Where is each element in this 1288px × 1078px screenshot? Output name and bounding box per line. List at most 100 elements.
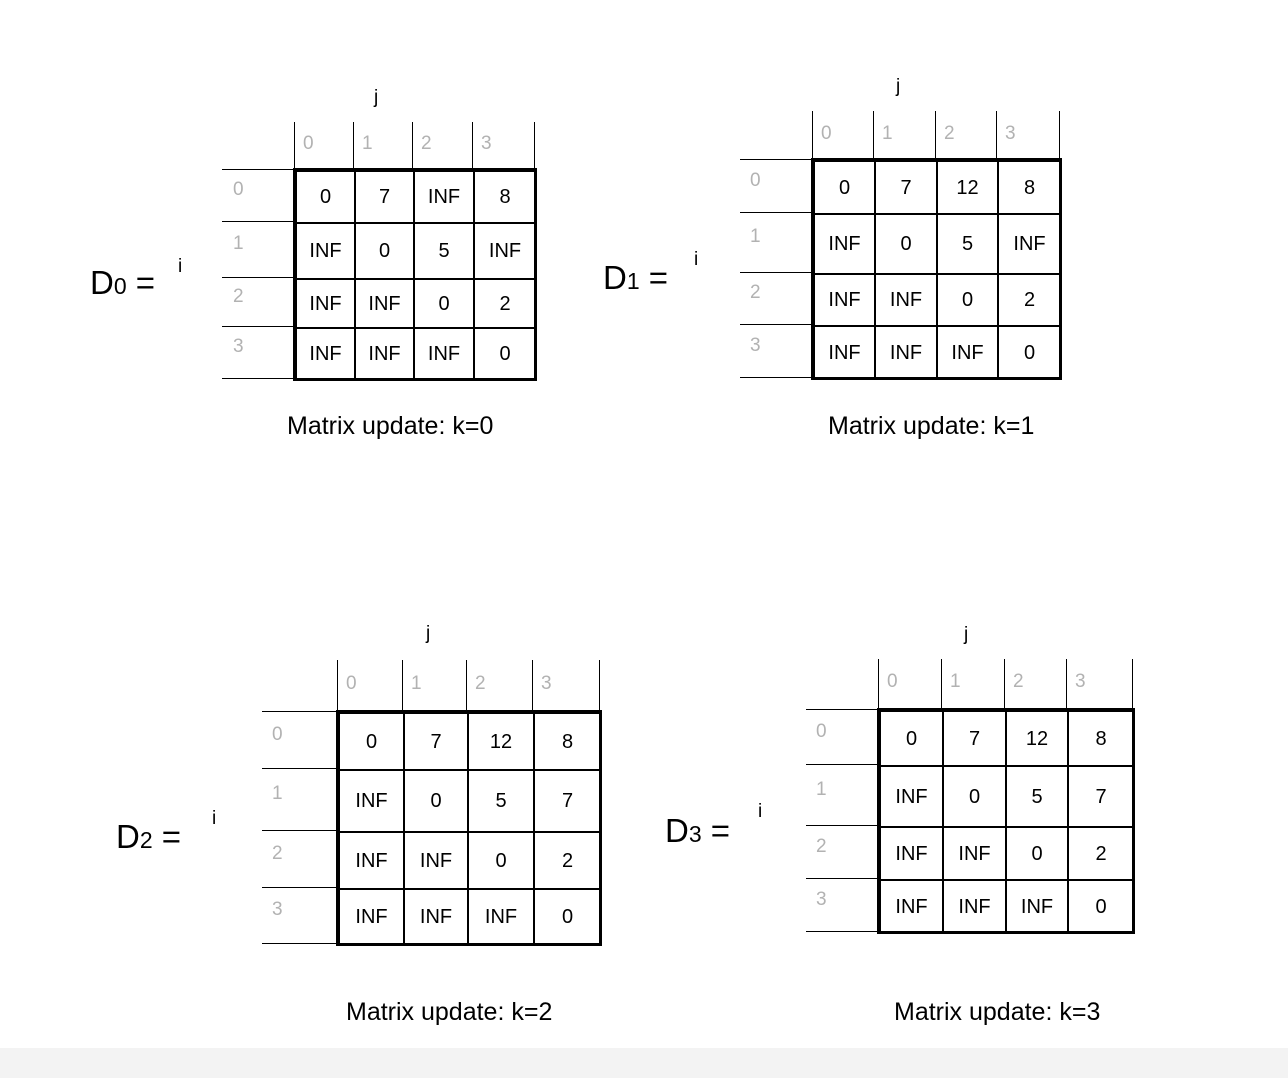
matrix-cell: 0 [942,765,1007,828]
matrix-name-equals: = [701,812,731,849]
column-index-label: 3 [541,673,552,694]
matrix-cell: INF [403,831,469,890]
matrix-cell: INF [879,765,944,828]
column-header-line [1066,659,1067,710]
column-header-line [466,660,467,712]
column-index-label: 0 [303,133,314,154]
matrix-cell: 8 [1067,710,1135,767]
matrix-cell: INF [874,273,938,327]
matrix-cell: INF [942,879,1007,934]
matrix-cell: 2 [533,831,602,890]
matrix-cell: 0 [467,831,535,890]
matrix-cell: 0 [879,710,944,767]
column-header-line [599,660,600,712]
matrix-cell: 8 [533,712,602,771]
matrix-name-letter: D [90,264,114,301]
column-index-label: 0 [821,123,832,144]
matrix-cell: 0 [338,712,405,771]
matrix-cell: 2 [997,273,1062,327]
row-index-label: 1 [233,233,244,254]
column-variable-label: j [964,624,969,645]
row-index-label: 3 [233,336,244,357]
row-header-line [222,326,295,327]
matrix-cell: INF [813,213,876,275]
matrix-cell: INF [936,325,999,380]
row-variable-label: i [758,801,763,822]
matrix-cell: 0 [354,222,415,280]
column-header-line [337,660,338,712]
matrix-cell: INF [942,826,1007,881]
matrix-cell: 12 [467,712,535,771]
column-header-line [941,659,942,710]
row-index-label: 0 [233,179,244,200]
matrix-caption: Matrix update: k=0 [287,412,494,440]
column-header-line [996,111,997,160]
matrix-cell: 0 [813,160,876,215]
matrix-cell: 2 [473,278,537,329]
matrix-cell: 7 [354,170,415,224]
column-header-line [935,111,936,160]
column-index-label: 1 [411,673,422,694]
matrix-name: D1 = [603,261,668,294]
row-index-label: 2 [272,842,283,864]
row-header-line [222,277,295,278]
column-index-label: 2 [944,123,955,144]
row-index-label: 1 [816,778,827,800]
matrix-cell: INF [354,278,415,329]
matrix-cell: 5 [1005,765,1069,828]
column-header-line [1059,111,1060,160]
row-header-line [740,377,813,378]
column-header-line [353,122,354,170]
matrix-cell: 2 [1067,826,1135,881]
row-header-line [806,878,879,879]
row-header-line [806,931,879,932]
column-variable-label: j [426,623,431,644]
matrix-caption: Matrix update: k=3 [894,998,1101,1026]
matrix-cell: 7 [1067,765,1135,828]
row-index-label: 0 [750,169,761,191]
row-index-label: 1 [750,226,761,247]
matrix-cell: 0 [413,278,475,329]
matrix-cell: INF [473,222,537,280]
matrix-cell: INF [879,826,944,881]
row-index-label: 1 [272,783,283,804]
matrix-cell: 0 [997,325,1062,380]
column-index-label: 2 [421,133,432,154]
column-index-label: 3 [481,133,492,154]
row-header-line [740,272,813,273]
matrix-cell: 0 [874,213,938,275]
matrix-cell: INF [413,327,475,381]
row-header-line [740,212,813,213]
row-header-line [262,711,338,712]
matrix-cell: 5 [413,222,475,280]
matrix-cell: 5 [467,769,535,833]
bottom-strip [0,1048,1288,1078]
row-header-line [262,887,338,888]
matrix-cell: INF [413,170,475,224]
matrix-cell: INF [879,879,944,934]
matrix-cell: 0 [295,170,356,224]
column-header-line [294,122,295,170]
column-header-line [472,122,473,170]
matrix-name-letter: D [116,818,140,855]
matrix-cell: INF [813,325,876,380]
column-index-label: 2 [475,673,486,694]
column-header-line [878,659,879,710]
matrix-cell: 8 [473,170,537,224]
matrix-name: D3 = [665,814,730,847]
matrix-cell: 0 [403,769,469,833]
row-header-line [262,768,338,769]
row-header-line [222,221,295,222]
matrix-cell: INF [467,888,535,946]
matrix-caption: Matrix update: k=2 [346,998,553,1026]
matrix-grid [293,168,537,381]
matrix-name-subscript: 3 [688,821,702,847]
row-header-line [806,825,879,826]
column-index-label: 1 [882,123,893,144]
column-header-line [412,122,413,170]
column-variable-label: j [896,76,901,97]
matrix-cell: INF [295,222,356,280]
column-index-label: 3 [1075,671,1086,692]
column-header-line [534,122,535,170]
matrix-cell: INF [295,327,356,381]
